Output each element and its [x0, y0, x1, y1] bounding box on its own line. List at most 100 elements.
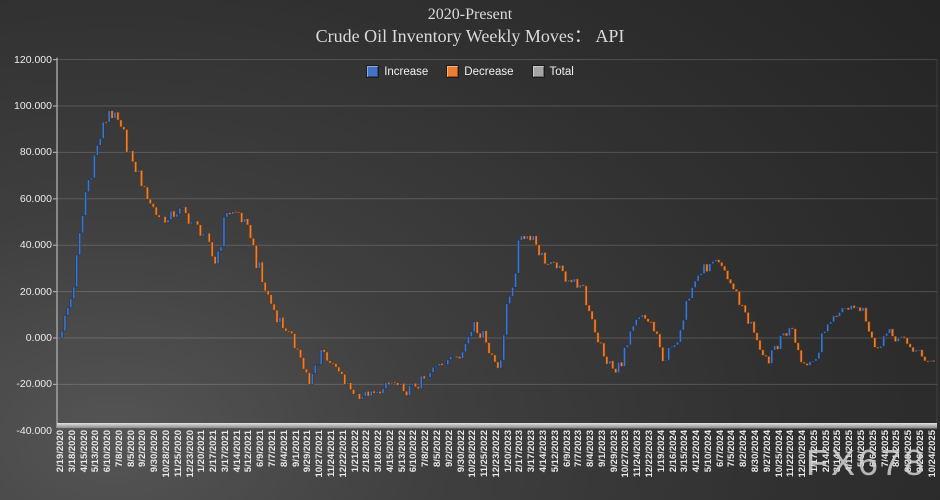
- bar-segment: [920, 349, 924, 357]
- bar-segment: [122, 126, 126, 130]
- x-axis-label: 9/29/2023: [608, 430, 620, 473]
- x-axis-label: 4/15/2020: [78, 430, 90, 473]
- legend: Increase Decrease Total: [0, 63, 940, 80]
- bar-segment: [537, 244, 541, 256]
- bar-segment: [110, 110, 114, 119]
- x-axis-label: 10/27/2023: [620, 430, 632, 478]
- bar-segment: [246, 218, 249, 226]
- bar-segment: [493, 354, 497, 363]
- bar-segment: [210, 241, 214, 257]
- x-axis-label: 3/18/2022: [373, 430, 385, 473]
- bar-segment: [405, 391, 408, 396]
- bar-segment: [584, 285, 588, 306]
- bar-segment: [911, 347, 915, 353]
- bar-segment: [201, 233, 205, 237]
- x-axis-label: 7/8/2020: [113, 430, 125, 467]
- bar-segment: [605, 356, 609, 365]
- x-axis-label: 10/28/2020: [161, 430, 173, 478]
- bar-segment: [643, 314, 647, 319]
- legend-item-decrease: Decrease: [446, 65, 514, 78]
- bar-segment: [608, 360, 612, 365]
- bar-segment: [514, 272, 517, 288]
- bar-segment: [113, 111, 117, 119]
- bar-segment: [104, 121, 108, 124]
- bar-segment: [790, 327, 794, 330]
- bar-segment: [119, 119, 123, 128]
- x-axis-label: 9/2/2020: [137, 430, 149, 467]
- x-axis-label: 8/30/2024: [750, 430, 762, 473]
- bar-segment: [782, 332, 785, 336]
- bar-segment: [570, 279, 573, 283]
- bar-segment: [199, 224, 202, 237]
- x-axis-label: 9/30/2020: [149, 430, 161, 473]
- bar-segment: [667, 347, 671, 361]
- watermark: FX678: [806, 442, 928, 483]
- bar-segment: [366, 391, 370, 397]
- bar-segment: [525, 235, 529, 240]
- bar-segment: [154, 206, 158, 216]
- bar-segment: [561, 265, 565, 272]
- x-axis-label: 1/19/2024: [655, 430, 667, 473]
- bar-segment: [826, 323, 830, 332]
- x-axis-label: 11/24/2021: [325, 430, 337, 478]
- bar-segment: [593, 319, 597, 333]
- bar-segment: [929, 360, 933, 363]
- bar-segment: [546, 263, 550, 266]
- y-axis-label: -20.000: [16, 378, 52, 391]
- bar-segment: [151, 203, 155, 208]
- bar-segment: [475, 321, 479, 334]
- bar-segment: [316, 364, 320, 367]
- bar-segment: [528, 235, 532, 241]
- bar-segment: [631, 325, 635, 332]
- bar-segment: [752, 321, 756, 334]
- bar-segment: [166, 219, 170, 224]
- bar-segment: [679, 329, 682, 343]
- bar-segment: [181, 206, 185, 209]
- bar-segment: [260, 261, 264, 283]
- bar-segment: [90, 177, 93, 181]
- bar-segment: [735, 289, 738, 292]
- bar-segment: [861, 307, 865, 312]
- bar-segment: [923, 356, 927, 362]
- x-axis-label: 12/23/2022: [490, 430, 502, 478]
- bar-segment: [517, 240, 520, 274]
- bar-segment: [240, 212, 244, 223]
- bar-segment: [237, 211, 241, 214]
- x-axis-label: 8/2/2024: [738, 430, 750, 467]
- x-axis-label: 5/13/2022: [396, 430, 408, 473]
- bar-segment: [157, 214, 161, 218]
- bar-segment: [222, 216, 226, 248]
- bar-segment: [163, 216, 167, 224]
- bar-segment: [646, 318, 650, 323]
- bar-segment: [841, 307, 844, 313]
- bar-segment: [496, 361, 500, 369]
- bar-segment: [914, 349, 918, 353]
- bar-segment: [452, 356, 456, 358]
- bar-segment: [231, 211, 235, 215]
- bar-segment: [705, 263, 709, 272]
- bar-segment: [814, 358, 818, 362]
- bar-segment: [87, 179, 90, 193]
- bar-segment: [543, 252, 547, 265]
- x-axis-label: 11/25/2020: [172, 430, 184, 478]
- y-axis-label: 100.000: [14, 100, 52, 112]
- bar-segment: [319, 349, 323, 365]
- bar-segment: [72, 286, 76, 300]
- increase-swatch-icon: [366, 65, 380, 78]
- bar-segment: [817, 352, 821, 360]
- bar-segment: [184, 206, 188, 214]
- legend-label-increase: Increase: [384, 65, 429, 78]
- bar-segment: [310, 373, 314, 385]
- bar-segment: [870, 331, 874, 339]
- bar-segment: [652, 321, 656, 332]
- x-axis-label: 1/20/2023: [502, 430, 514, 473]
- bar-segment: [693, 280, 697, 288]
- x-axis-label: 6/7/2024: [714, 430, 726, 467]
- bar-segment: [361, 396, 364, 400]
- bar-segment: [522, 235, 526, 240]
- bar-segment: [629, 330, 632, 346]
- bar-segment: [902, 336, 906, 339]
- bar-segment: [729, 279, 732, 284]
- bar-segment: [125, 129, 129, 153]
- bar-segment: [711, 261, 715, 265]
